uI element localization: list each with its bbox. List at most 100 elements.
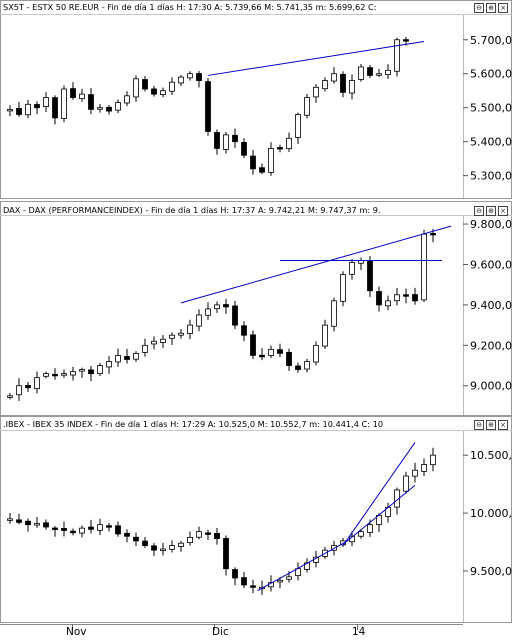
candle-body <box>151 88 157 95</box>
candle-body <box>250 585 256 588</box>
panel-3-trendline-3 <box>342 442 416 546</box>
candle-body <box>70 530 76 534</box>
candle-body <box>412 294 418 302</box>
panel-3-zoom-in-button[interactable]: ⊕ <box>486 420 496 430</box>
candle-body <box>232 305 238 326</box>
candle-body <box>205 532 211 535</box>
panel-2-header: DAX - DAX (PERFORMANCEINDEX) - Fin de dí… <box>3 205 381 215</box>
candle-body <box>187 537 193 544</box>
panel-1-y-tick-label: 5.600,0 <box>470 68 512 81</box>
candle-body <box>268 148 274 173</box>
candle-body <box>358 66 364 80</box>
candle-body <box>7 395 13 398</box>
panel-2-zoom-out-button[interactable]: ⊖ <box>474 206 484 216</box>
panel-2-close-button[interactable]: × <box>498 206 508 216</box>
candle-body <box>178 542 184 547</box>
candle-body <box>169 334 175 339</box>
candle-body <box>394 39 400 72</box>
candle-body <box>214 304 220 310</box>
candle-body <box>277 147 283 150</box>
candle-body <box>214 132 220 149</box>
candle-body <box>268 348 274 356</box>
candle-body <box>223 134 229 150</box>
candle-body <box>106 106 112 112</box>
candle-body <box>106 361 112 368</box>
candle-body <box>187 324 193 334</box>
candle-body <box>178 76 184 84</box>
candle-body <box>133 536 139 542</box>
x-axis-label-dic: Dic <box>212 626 229 638</box>
candle-body <box>286 576 292 580</box>
x-axis-label-nov: Nov <box>66 626 87 638</box>
candle-body <box>133 78 139 98</box>
panel-3-y-tick-label: 9.500,0 <box>470 565 512 578</box>
candle-body <box>430 233 436 236</box>
candle-body <box>241 577 247 586</box>
candle-body <box>169 81 175 92</box>
panel-1-zoom-in-button[interactable]: ⊕ <box>486 3 496 13</box>
candle-body <box>79 527 85 534</box>
panel-3-y-tick-label: 10.000,0 <box>470 507 512 520</box>
x-axis-label-14: 14 <box>352 626 366 638</box>
candle-body <box>34 377 40 390</box>
panel-2-plot: 9.000,0 9.200,0 9.400,0 9.600,0 9.800,0 <box>7 218 512 401</box>
candle-body <box>25 520 31 526</box>
candle-body <box>142 344 148 353</box>
panel-1-plot: 5.300,0 5.400,0 5.500,0 5.600,0 5.700,0 <box>7 34 512 183</box>
candle-body <box>376 291 382 306</box>
candle-body <box>367 524 373 533</box>
candle-body <box>115 355 121 363</box>
candle-body <box>169 545 175 550</box>
candle-body <box>151 340 157 345</box>
candle-body <box>232 134 238 143</box>
candle-body <box>52 527 58 530</box>
candle-body <box>79 369 85 372</box>
candle-body <box>358 531 364 537</box>
panel-2-y-tick-label: 9.000,0 <box>470 380 512 393</box>
candle-body <box>394 294 400 302</box>
candle-body <box>151 545 157 551</box>
candle-body <box>160 338 166 343</box>
candle-body <box>223 304 229 308</box>
candle-body <box>16 107 22 115</box>
candle-body <box>160 90 166 96</box>
candle-body <box>61 88 67 119</box>
candle-body <box>403 294 409 297</box>
candle-body <box>124 356 130 360</box>
panel-2-zoom-in-button[interactable]: ⊕ <box>486 206 496 216</box>
candle-body <box>52 97 58 119</box>
panel-3-zoom-out-button[interactable]: ⊖ <box>474 420 484 430</box>
panel-3-close-button[interactable]: × <box>498 420 508 430</box>
candle-body <box>250 155 256 170</box>
candle-body <box>88 369 94 375</box>
candle-body <box>295 365 301 370</box>
candle-body <box>142 540 148 546</box>
candle-body <box>295 114 301 138</box>
candle-body <box>88 94 94 110</box>
candle-body <box>349 80 355 94</box>
candle-body <box>241 325 247 336</box>
panel-3-frame <box>0 416 512 623</box>
candle-body <box>277 349 283 354</box>
panel-3-plot: 9.500,0 10.000,0 10.500,0 <box>7 442 512 595</box>
panel-1-header: SX5T - ESTX 50 RE.EUR - Fin de día 1 día… <box>3 2 377 12</box>
panel-1-y-tick-label: 5.400,0 <box>470 136 512 149</box>
panel-2-y-tick-label: 9.400,0 <box>470 299 512 312</box>
candle-body <box>115 525 121 535</box>
panel-1-close-button[interactable]: × <box>498 3 508 13</box>
candle-body <box>43 373 49 377</box>
panel-1-trendline-1 <box>207 40 425 76</box>
candle-body <box>205 308 211 316</box>
panel-3-y-tick-label: 10.500,0 <box>470 449 512 462</box>
candle-body <box>124 95 130 104</box>
candle-body <box>412 469 418 477</box>
candle-body <box>223 538 229 570</box>
panel-1-zoom-out-button[interactable]: ⊖ <box>474 3 484 13</box>
candle-body <box>34 523 40 526</box>
candle-body <box>178 332 184 336</box>
candle-body <box>232 569 238 579</box>
candle-body <box>97 524 103 531</box>
candle-body <box>187 73 193 79</box>
candle-body <box>88 526 94 530</box>
candle-body <box>70 88 76 98</box>
